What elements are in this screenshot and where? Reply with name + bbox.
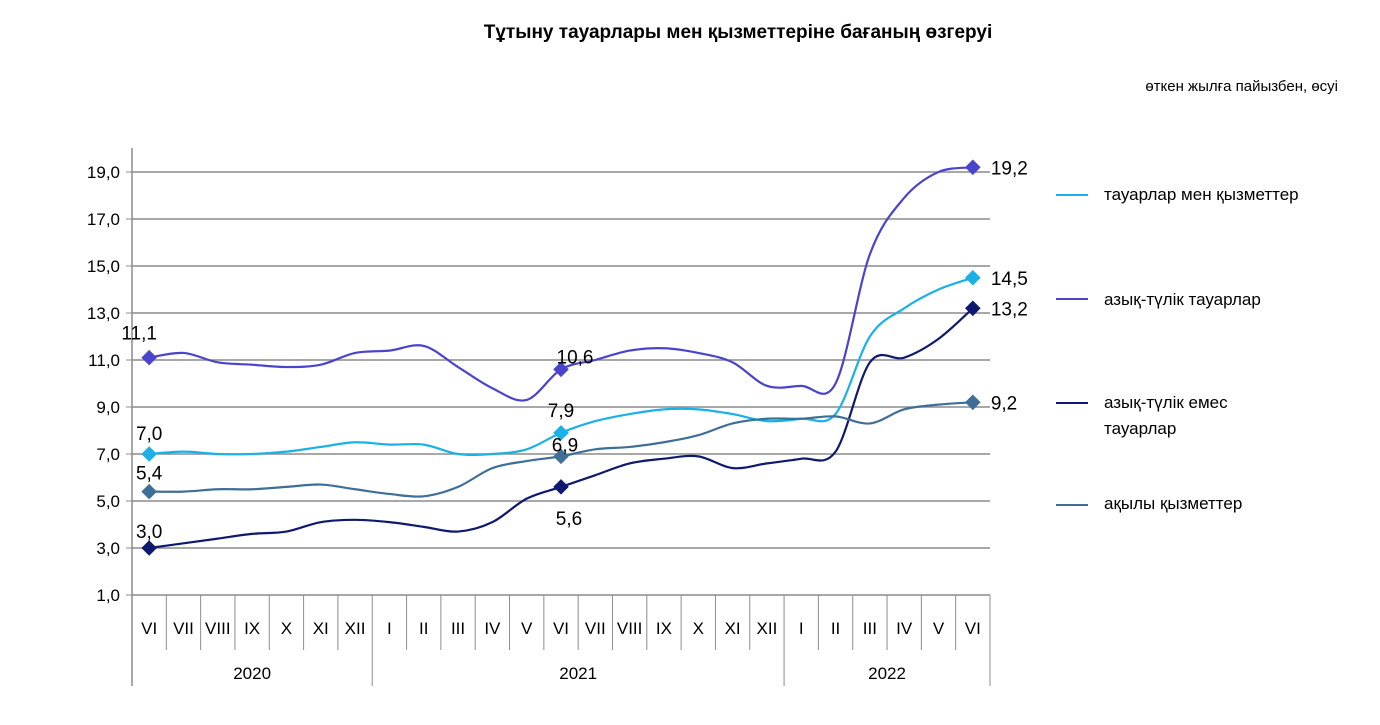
legend-swatch (1056, 402, 1088, 404)
chart-subtitle: өткен жылға пайызбен, өсуі (1145, 78, 1338, 95)
data-label: 7,0 (136, 424, 162, 445)
data-label: 14,5 (991, 269, 1028, 290)
x-tick-label: II (831, 619, 840, 638)
x-tick-label: IX (656, 619, 672, 638)
legend-swatch (1056, 298, 1088, 300)
x-tick-label: IX (244, 619, 260, 638)
x-tick-label: X (281, 619, 292, 638)
x-tick-label: XII (757, 619, 778, 638)
x-tick-label: VI (553, 619, 569, 638)
y-tick-label: 15,0 (87, 257, 120, 276)
x-tick-label: VI (965, 619, 981, 638)
y-tick-label: 1,0 (96, 586, 120, 605)
series-line (148, 166, 973, 402)
y-tick-label: 17,0 (87, 210, 120, 229)
y-tick-label: 3,0 (96, 539, 120, 558)
x-tick-label: V (933, 619, 945, 638)
data-marker (965, 269, 981, 286)
y-tick-label: 7,0 (96, 445, 120, 464)
data-label: 10,6 (557, 347, 594, 368)
x-tick-label: XI (725, 619, 741, 638)
data-marker (141, 540, 157, 556)
x-tick-label: VIII (617, 619, 643, 638)
legend-item: азық-түлік емес тауарлар (1104, 393, 1228, 438)
data-label: 9,2 (991, 393, 1017, 414)
x-tick-label: VI (141, 619, 157, 638)
x-tick-label: I (799, 619, 804, 638)
x-tick-label: X (693, 619, 704, 638)
x-tick-label: XI (313, 619, 329, 638)
x-tick-label: III (451, 619, 465, 638)
legend-item: азық-түлік тауарлар (1104, 290, 1261, 309)
chart-title: Тұтыну тауарлары мен қызметтеріне бағаны… (483, 22, 993, 43)
x-tick-label: VII (173, 619, 194, 638)
y-tick-label: 9,0 (96, 398, 120, 417)
data-marker (141, 349, 157, 366)
y-tick-label: 13,0 (87, 304, 120, 323)
data-label: 7,9 (548, 401, 574, 422)
x-tick-label: VIII (205, 619, 231, 638)
data-label: 13,2 (991, 299, 1028, 320)
x-tick-label: IV (484, 619, 501, 638)
data-label: 5,4 (136, 464, 163, 485)
y-tick-label: 19,0 (87, 163, 120, 182)
data-label: 11,1 (121, 324, 157, 345)
x-tick-label: I (387, 619, 392, 638)
legend-swatch (1056, 504, 1088, 506)
y-tick-label: 5,0 (96, 492, 120, 511)
x-tick-label: XII (345, 619, 366, 638)
x-tick-label: VII (585, 619, 606, 638)
year-label: 2021 (559, 664, 597, 683)
x-tick-label: IV (896, 619, 913, 638)
year-label: 2020 (233, 664, 271, 683)
data-label: 6,9 (552, 435, 578, 456)
data-marker (141, 483, 157, 500)
x-tick-label: III (863, 619, 877, 638)
x-tick-label: II (419, 619, 428, 638)
data-label: 5,6 (556, 509, 582, 530)
x-tick-label: V (521, 619, 533, 638)
data-label: 3,0 (136, 522, 162, 543)
year-label: 2022 (868, 664, 906, 683)
legend-swatch (1056, 194, 1088, 196)
y-tick-label: 11,0 (88, 351, 120, 370)
legend-item: тауарлар мен қызметтер (1104, 185, 1299, 204)
data-marker (965, 159, 981, 176)
data-marker (141, 446, 157, 462)
data-marker (553, 479, 569, 495)
legend-item: ақылы қызметтер (1104, 494, 1243, 513)
data-label: 19,2 (991, 158, 1028, 179)
